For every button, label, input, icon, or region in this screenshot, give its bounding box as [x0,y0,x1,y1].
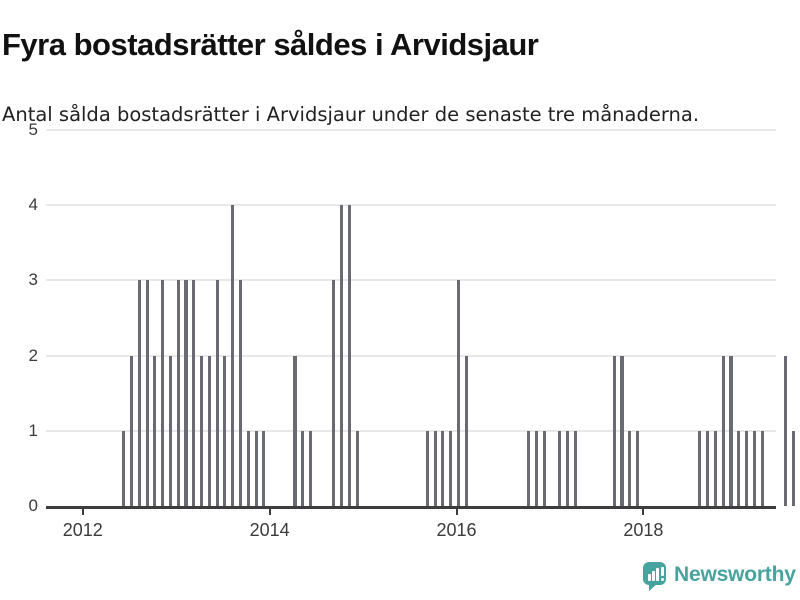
bar [332,280,336,506]
bar [737,430,741,506]
bar [223,355,227,506]
y-tick-label: 0 [28,496,38,515]
x-tick [642,509,645,515]
bar [752,430,756,506]
logo-chart-bar [656,568,659,581]
bar [791,430,795,506]
logo-exclamation-icon [660,567,664,576]
y-tick-label: 3 [28,270,38,290]
bar [207,355,211,506]
bar [137,280,141,506]
gridline [46,429,776,432]
x-tick-label: 2012 [62,520,103,540]
bar [192,280,196,506]
brand-name: Newsworthy [674,563,796,586]
bar [293,355,297,506]
bar [246,430,250,506]
x-tick [268,509,271,515]
gridline [46,279,776,282]
bar [200,355,204,506]
bar [145,280,149,506]
bar [565,430,570,506]
bar [168,355,172,506]
bar [340,205,344,506]
gridline [46,204,776,207]
bar [441,430,445,506]
bar [184,280,188,506]
y-tick-label: 1 [28,420,38,440]
bar [215,280,219,506]
bar [628,430,632,506]
page-subtitle: Antal sålda bostadsrätter i Arvidsjaur u… [2,102,700,126]
logo-chart-bar [648,574,651,581]
bar [745,430,749,506]
bar [309,430,313,506]
x-tick [455,509,458,515]
y-tick-label: 4 [28,195,38,215]
x-tick-label: 2014 [249,520,290,540]
x-tick-label: 2016 [436,520,477,540]
bar [783,355,788,506]
bar [238,280,243,506]
bar [620,355,624,506]
bar [542,430,546,506]
bar [153,355,157,506]
bar [721,355,725,506]
logo-chart-bar [652,571,655,581]
bar [527,430,531,506]
bar [456,280,461,506]
x-tick-label: 2018 [623,520,664,540]
bar [425,430,429,506]
x-tick [81,509,84,515]
bar [301,430,305,506]
brand-footer: Newsworthy [641,560,800,592]
y-tick-label: 5 [28,120,38,139]
gridline [46,129,776,131]
bar [129,355,134,506]
bar [534,430,538,506]
bar [573,430,577,506]
gridline [46,354,776,357]
bar [231,205,235,506]
bar [464,355,468,506]
bar [698,430,702,506]
bar [636,430,640,506]
bar [729,355,733,506]
bar [262,430,266,506]
page-title: Fyra bostadsrätter såldes i Arvidsjaur [2,26,539,62]
x-axis-line [46,506,776,509]
bar [161,280,165,506]
logo-exclamation-dot [660,578,664,581]
y-tick-label: 2 [28,345,38,365]
bar [433,430,437,506]
bar [760,430,764,506]
bar [713,430,717,506]
bar [355,430,359,506]
bar [122,430,126,506]
bar [176,280,180,506]
bar [449,430,453,506]
bar [612,355,616,506]
bar [347,205,352,506]
bar [558,430,562,506]
bar [706,430,710,506]
bar [254,430,258,506]
logo-bubble-tail [649,584,657,591]
